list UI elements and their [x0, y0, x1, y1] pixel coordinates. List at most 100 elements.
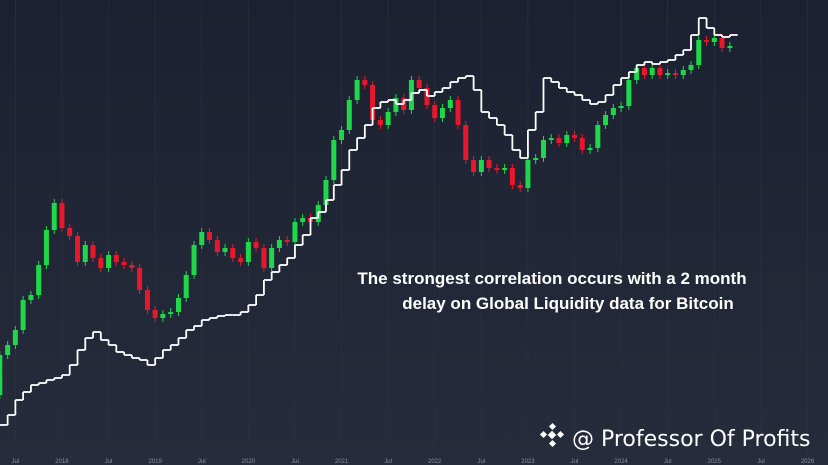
candle-body [517, 185, 523, 188]
candle-body [641, 68, 647, 75]
candle-body [261, 248, 267, 268]
candle-body [67, 228, 73, 236]
candle-body [346, 100, 352, 130]
x-tick-label: 2025 [708, 459, 722, 465]
candle-body [432, 105, 438, 118]
candle-body [416, 80, 422, 88]
candle-body [253, 242, 259, 248]
candle-body [339, 130, 345, 140]
x-tick-label: 2022 [428, 459, 442, 465]
candle-body [579, 138, 585, 150]
candle-body [300, 218, 306, 222]
x-tick-label: Jul [477, 459, 485, 465]
candle-body [471, 160, 477, 172]
candle-body [152, 310, 158, 318]
candle-body [5, 345, 11, 355]
candle-body [657, 68, 663, 75]
candle-body [478, 160, 484, 172]
candle-body [144, 290, 150, 310]
candle-body [230, 248, 236, 258]
x-tick-label: 2026 [801, 459, 815, 465]
candle-body [672, 73, 678, 75]
candle-body [214, 240, 220, 252]
x-tick-label: Jul [384, 459, 392, 465]
candle-body [665, 73, 671, 75]
candle-body [509, 168, 515, 185]
candle-body [362, 80, 368, 85]
candle-body [129, 265, 135, 268]
candle-body [688, 65, 694, 70]
candle-body [51, 203, 57, 230]
candle-body [696, 40, 702, 65]
x-tick-label: Jul [571, 459, 579, 465]
candle-body [572, 135, 578, 138]
candle-body [377, 120, 383, 125]
grid [0, 0, 828, 455]
annotation: delay on Global Liquidity data for Bitco… [402, 294, 734, 313]
candle-body [292, 222, 298, 242]
candle-body [168, 312, 174, 314]
candle-body [533, 158, 539, 160]
candle-body [0, 355, 3, 395]
x-tick-label: 2020 [242, 459, 256, 465]
candle-body [463, 125, 469, 160]
candle-body [447, 100, 453, 108]
candle-body [28, 295, 34, 300]
candle-body [175, 298, 181, 312]
candle-body [36, 265, 42, 295]
candle-body [525, 160, 531, 188]
candle-body [106, 255, 112, 268]
candle-body [113, 255, 119, 262]
candle-body [439, 108, 445, 118]
x-tick-label: 2023 [521, 459, 535, 465]
candle-body [610, 108, 616, 115]
candle-body [494, 168, 500, 170]
candle-body [680, 70, 686, 75]
x-tick-label: Jul [198, 459, 206, 465]
candle-body [719, 38, 725, 48]
candle-body [486, 160, 492, 168]
x-tick-label: Jul [664, 459, 672, 465]
x-tick-label: Jul [757, 459, 765, 465]
candle-body [43, 230, 49, 265]
candle-body [556, 138, 562, 143]
candle-body [245, 242, 251, 262]
candle-body [618, 106, 624, 108]
candle-body [502, 168, 508, 170]
candle-body [160, 314, 166, 318]
candle-body [354, 80, 360, 100]
candle-body [82, 245, 88, 262]
candle-body [90, 245, 96, 258]
candle-body [75, 236, 81, 262]
candle-body [183, 275, 189, 298]
candle-body [393, 98, 399, 112]
candle-body [634, 68, 640, 80]
candle-body [20, 300, 26, 330]
candle-body [727, 46, 733, 48]
candle-body [323, 180, 329, 205]
x-tick-label: 2021 [335, 459, 349, 465]
candle-body [199, 232, 205, 245]
watermark-icon [539, 422, 565, 448]
candle-body [276, 240, 282, 248]
candle-body [704, 40, 710, 42]
x-tick-label: Jul [12, 459, 20, 465]
candle-body [711, 38, 717, 42]
candle-body [206, 232, 212, 240]
candle-body [595, 125, 601, 148]
candle-body [455, 100, 461, 125]
candle-body [137, 268, 143, 290]
watermark: @ Professor Of Profits [572, 427, 811, 452]
x-tick-label: 2019 [148, 459, 162, 465]
x-tick-label: 2024 [614, 459, 628, 465]
candle-body [564, 135, 570, 143]
candle-body [121, 262, 127, 265]
candle-body [284, 240, 290, 242]
candle-body [222, 248, 228, 252]
candle-body [540, 140, 546, 158]
candle-body [370, 85, 376, 120]
candle-body [603, 115, 609, 125]
